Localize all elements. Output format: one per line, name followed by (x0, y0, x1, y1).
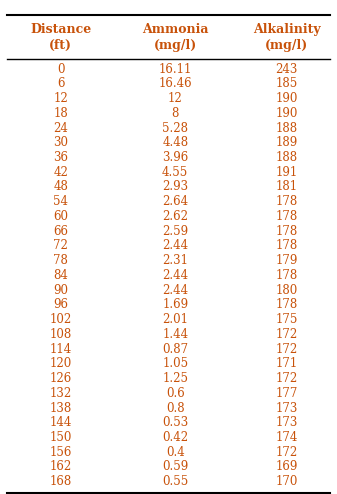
Text: 0.59: 0.59 (162, 460, 188, 473)
Text: 60: 60 (53, 210, 68, 223)
Text: 168: 168 (50, 475, 72, 488)
Text: 36: 36 (53, 151, 68, 164)
Text: 173: 173 (275, 416, 298, 429)
Text: 90: 90 (53, 284, 68, 296)
Text: 189: 189 (275, 136, 298, 149)
Text: 24: 24 (53, 122, 68, 134)
Text: 178: 178 (275, 210, 298, 223)
Text: 0.42: 0.42 (162, 431, 188, 444)
Text: 172: 172 (275, 372, 298, 385)
Text: 108: 108 (50, 328, 72, 341)
Text: 0.8: 0.8 (166, 402, 185, 414)
Text: 84: 84 (53, 269, 68, 282)
Text: 178: 178 (275, 195, 298, 208)
Text: 181: 181 (275, 180, 298, 194)
Text: 185: 185 (275, 78, 298, 90)
Text: 78: 78 (53, 254, 68, 267)
Text: 48: 48 (53, 180, 68, 194)
Text: 0.4: 0.4 (166, 446, 185, 459)
Text: 178: 178 (275, 240, 298, 252)
Text: 177: 177 (275, 387, 298, 400)
Text: 4.48: 4.48 (162, 136, 188, 149)
Text: 175: 175 (275, 313, 298, 326)
Text: 172: 172 (275, 342, 298, 356)
Text: 156: 156 (50, 446, 72, 459)
Text: 18: 18 (53, 107, 68, 120)
Text: 3.96: 3.96 (162, 151, 188, 164)
Text: 1.25: 1.25 (162, 372, 188, 385)
Text: 190: 190 (275, 92, 298, 105)
Text: 188: 188 (275, 151, 298, 164)
Text: 180: 180 (275, 284, 298, 296)
Text: 2.44: 2.44 (162, 269, 188, 282)
Text: 42: 42 (53, 166, 68, 179)
Text: 4.55: 4.55 (162, 166, 188, 179)
Text: 1.69: 1.69 (162, 298, 188, 311)
Text: 2.64: 2.64 (162, 195, 188, 208)
Text: 150: 150 (50, 431, 72, 444)
Text: 2.62: 2.62 (162, 210, 188, 223)
Text: 174: 174 (275, 431, 298, 444)
Text: 144: 144 (50, 416, 72, 429)
Text: 132: 132 (50, 387, 72, 400)
Text: 162: 162 (50, 460, 72, 473)
Text: Distance
(ft): Distance (ft) (30, 23, 91, 51)
Text: 191: 191 (275, 166, 298, 179)
Text: 16.46: 16.46 (158, 78, 192, 90)
Text: 0.55: 0.55 (162, 475, 188, 488)
Text: 170: 170 (275, 475, 298, 488)
Text: 114: 114 (50, 342, 72, 356)
Text: 30: 30 (53, 136, 68, 149)
Text: 2.93: 2.93 (162, 180, 188, 194)
Text: 0: 0 (57, 63, 64, 76)
Text: 190: 190 (275, 107, 298, 120)
Text: 2.31: 2.31 (162, 254, 188, 267)
Text: 171: 171 (275, 357, 298, 370)
Text: 138: 138 (50, 402, 72, 414)
Text: 72: 72 (53, 240, 68, 252)
Text: 178: 178 (275, 269, 298, 282)
Text: 173: 173 (275, 402, 298, 414)
Text: Alkalinity
(mg/l): Alkalinity (mg/l) (253, 23, 320, 51)
Text: Ammonia
(mg/l): Ammonia (mg/l) (142, 23, 209, 51)
Text: 2.01: 2.01 (162, 313, 188, 326)
Text: 126: 126 (50, 372, 72, 385)
Text: 8: 8 (172, 107, 179, 120)
Text: 0.53: 0.53 (162, 416, 188, 429)
Text: 1.44: 1.44 (162, 328, 188, 341)
Text: 243: 243 (275, 63, 298, 76)
Text: 172: 172 (275, 328, 298, 341)
Text: 178: 178 (275, 225, 298, 238)
Text: 12: 12 (53, 92, 68, 105)
Text: 66: 66 (53, 225, 68, 238)
Text: 2.59: 2.59 (162, 225, 188, 238)
Text: 2.44: 2.44 (162, 240, 188, 252)
Text: 6: 6 (57, 78, 64, 90)
Text: 169: 169 (275, 460, 298, 473)
Text: 102: 102 (50, 313, 72, 326)
Text: 2.44: 2.44 (162, 284, 188, 296)
Text: 12: 12 (168, 92, 183, 105)
Text: 5.28: 5.28 (162, 122, 188, 134)
Text: 0.87: 0.87 (162, 342, 188, 356)
Text: 179: 179 (275, 254, 298, 267)
Text: 178: 178 (275, 298, 298, 311)
Text: 1.05: 1.05 (162, 357, 188, 370)
Text: 188: 188 (275, 122, 298, 134)
Text: 16.11: 16.11 (158, 63, 192, 76)
Text: 96: 96 (53, 298, 68, 311)
Text: 120: 120 (50, 357, 72, 370)
Text: 0.6: 0.6 (166, 387, 185, 400)
Text: 172: 172 (275, 446, 298, 459)
Text: 54: 54 (53, 195, 68, 208)
